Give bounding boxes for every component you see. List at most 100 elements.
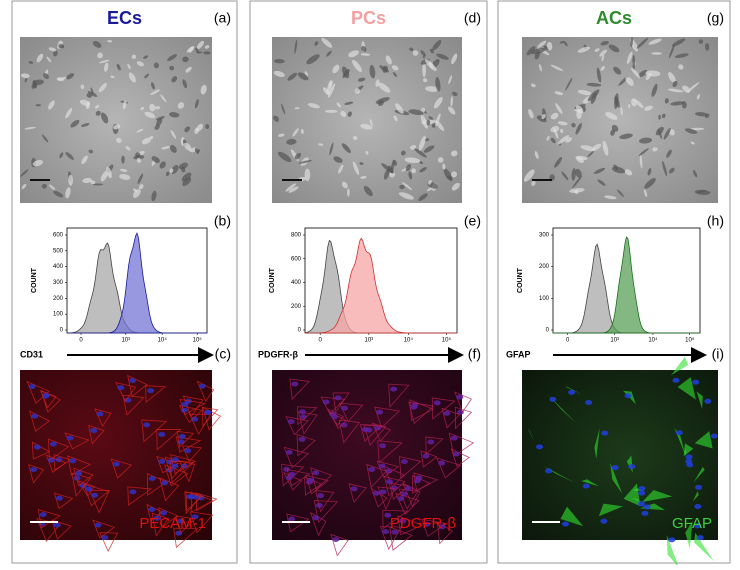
cell — [65, 187, 71, 199]
cell — [94, 408, 112, 428]
cell — [554, 156, 563, 168]
cell — [672, 80, 678, 88]
cell — [619, 133, 633, 140]
nucleus — [400, 459, 408, 465]
cell — [693, 466, 705, 483]
cell — [531, 48, 546, 55]
cell — [135, 152, 141, 158]
cell — [161, 146, 171, 150]
cell — [274, 59, 285, 64]
cell — [369, 64, 376, 79]
nucleus — [685, 454, 693, 460]
cell — [321, 37, 333, 48]
cell — [338, 402, 364, 423]
cell — [127, 63, 131, 70]
y-tick-label: 300 — [539, 233, 550, 239]
cell — [363, 185, 373, 197]
nucleus — [312, 470, 320, 476]
cell — [677, 377, 696, 400]
cell — [692, 491, 699, 502]
cell — [92, 40, 102, 48]
nucleus — [638, 490, 646, 496]
y-tick-label: 800 — [291, 233, 302, 239]
panel-frame — [249, 0, 488, 564]
cell — [613, 164, 619, 170]
cell — [642, 490, 673, 502]
cell — [639, 155, 643, 169]
nucleus — [307, 477, 315, 483]
nucleus — [85, 486, 93, 492]
cell — [45, 454, 67, 473]
cell — [286, 468, 311, 487]
nucleus — [686, 462, 694, 468]
nucleus — [187, 494, 195, 500]
cell — [294, 107, 300, 110]
cell — [454, 406, 473, 430]
cell — [421, 518, 448, 537]
cell — [604, 195, 617, 200]
cell — [188, 413, 212, 435]
y-tick-label: 300 — [53, 280, 64, 286]
cell — [36, 53, 44, 63]
cell — [32, 79, 44, 86]
nucleus — [158, 458, 166, 464]
nucleus — [638, 485, 646, 491]
cell — [382, 509, 409, 530]
cell — [409, 145, 417, 150]
cell — [682, 85, 691, 93]
nucleus — [341, 405, 349, 411]
cell — [338, 164, 344, 174]
nucleus — [704, 398, 712, 404]
cell — [338, 419, 360, 444]
cell — [59, 152, 64, 159]
cell — [159, 161, 166, 169]
cell — [359, 162, 364, 165]
nucleus — [675, 430, 683, 436]
x-axis-label: PDGFR-β — [258, 349, 298, 359]
cell — [170, 130, 177, 139]
cell — [41, 134, 49, 143]
cell — [610, 462, 623, 494]
x-tick-label: 10⁵ — [193, 337, 203, 344]
nucleus — [361, 427, 369, 433]
cell — [683, 443, 694, 457]
cell — [106, 166, 112, 179]
cell — [115, 382, 137, 402]
cell — [393, 115, 398, 122]
cell — [668, 167, 675, 174]
cell — [336, 102, 342, 108]
cell — [399, 184, 405, 190]
cell — [690, 127, 705, 131]
cell — [95, 110, 101, 116]
cell — [696, 391, 703, 409]
cell — [99, 59, 110, 64]
cell — [29, 410, 51, 432]
cell — [628, 104, 631, 109]
cell — [287, 72, 297, 81]
panel-letter: (h) — [707, 213, 724, 229]
cell — [546, 135, 550, 141]
cell — [674, 427, 686, 455]
y-tick-label: 0 — [546, 328, 550, 334]
cell — [150, 82, 155, 90]
cell — [409, 47, 414, 52]
cell — [639, 137, 653, 144]
cell — [398, 192, 414, 200]
nucleus — [433, 400, 441, 406]
nucleus — [30, 467, 38, 473]
cell — [341, 181, 348, 189]
cell — [185, 66, 192, 73]
cell — [154, 124, 160, 130]
cell — [546, 41, 553, 51]
y-tick-label: 500 — [53, 248, 64, 254]
cell — [602, 140, 609, 156]
nucleus — [148, 506, 156, 512]
cell — [185, 491, 202, 512]
cell — [26, 380, 50, 404]
nucleus — [450, 435, 458, 441]
cell — [48, 184, 56, 190]
x-tick-label: 0 — [319, 338, 323, 344]
cell — [340, 110, 347, 117]
cell — [705, 43, 710, 51]
cell — [422, 54, 426, 59]
